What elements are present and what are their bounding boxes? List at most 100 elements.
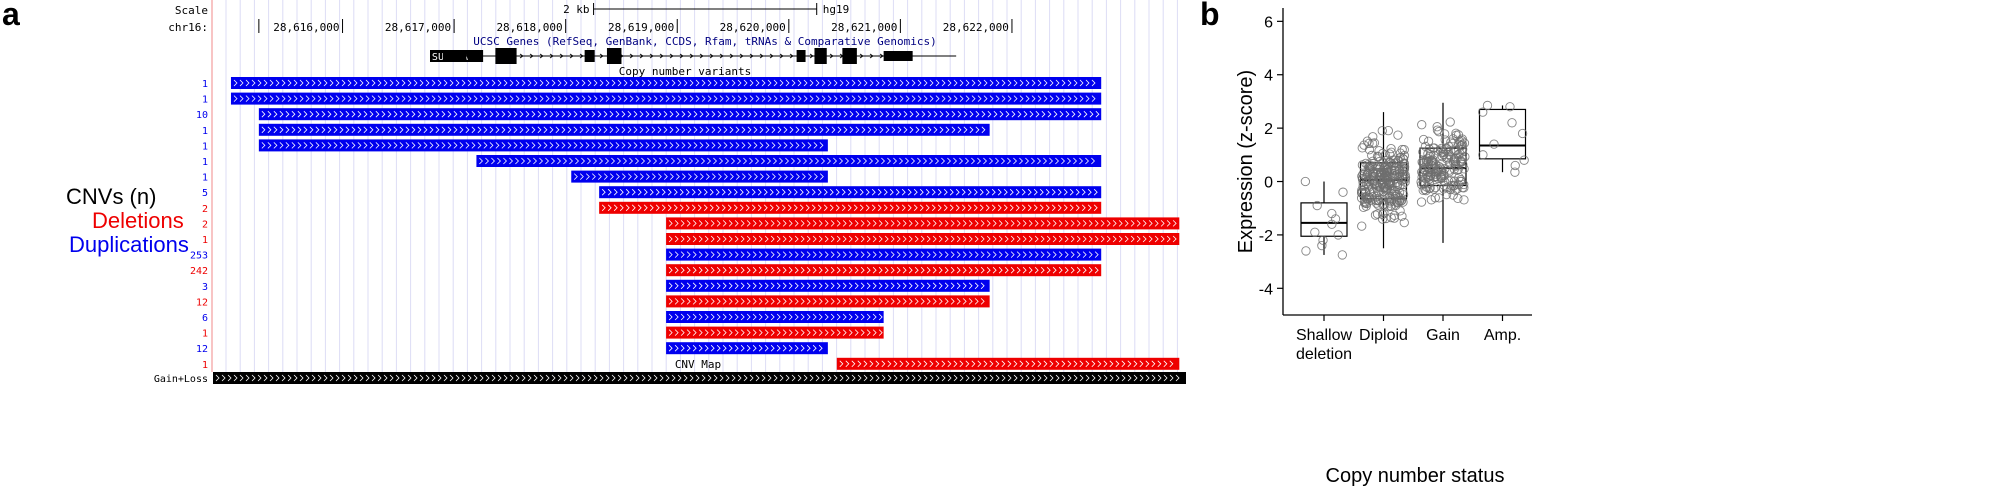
gene-strand-arrow [579,53,584,59]
data-point [1373,162,1383,172]
cnv-count-label: 253 [190,251,208,262]
data-point [1383,179,1394,189]
data-point [1510,167,1520,177]
data-point [1367,177,1378,187]
cnv-count-label: 2 [202,204,208,215]
cnv-count-label: 3 [202,282,208,293]
data-point [1459,195,1469,205]
gene-strand-arrow [649,53,654,59]
x-axis-label: Copy number status [1326,465,1505,487]
cnv-count-label: 1 [202,173,208,184]
gene-strand-arrow [759,53,764,59]
gene-strand-arrow [779,53,784,59]
cnv-bar [258,139,828,152]
data-point [1446,176,1456,186]
data-point [1418,185,1428,196]
cnv-bar [666,233,1180,245]
data-point [1364,145,1375,155]
boxplot-panel: -4 -2 0 2 4 6 Expression (z-score) Shallow delet… [1235,8,1532,487]
data-point [1370,210,1381,220]
position-label: 28,620,000 [720,21,786,34]
gain-loss-arrows [215,374,1180,382]
data-point [1517,128,1528,139]
position-label: 28,618,000 [496,21,562,34]
cnv-count-label: 12 [196,297,208,308]
cnv-bar [599,186,1102,199]
data-point [1310,227,1320,237]
data-point [1451,145,1461,156]
cnv-strand-arrows [668,251,1099,258]
data-point [1378,180,1389,190]
data-point [1374,146,1384,156]
gene-strand-arrow [879,53,884,59]
data-point [1386,143,1396,154]
gene-strand-arrow [519,53,524,59]
data-point [1399,217,1409,228]
data-point [1301,246,1311,256]
data-point [1337,250,1347,260]
gene-exon [814,48,827,64]
cnv-strand-arrows [233,95,1096,102]
legend-cnvs: CNVs (n) [66,184,157,209]
panel-a-letter: a [2,0,20,32]
cnv-strand-arrows [668,266,1099,274]
data-point [1379,168,1389,178]
y-tick-label: 0 [1264,175,1273,192]
gene-strand-arrow [559,53,564,59]
cnv-bar [666,217,1180,230]
data-point [1364,138,1374,149]
y-tick-label: 4 [1264,68,1273,85]
data-point [1420,184,1430,195]
gene-strand-arrow [729,53,734,59]
gene-strand-arrow [569,53,574,59]
data-point [1359,197,1370,208]
data-point [1362,169,1372,179]
gene-strand-arrow [709,53,714,59]
data-point [1333,230,1343,240]
data-point [1386,212,1396,223]
data-point [1434,127,1444,137]
gene-exon [883,51,913,61]
y-axis-label: Expression (z-score) [1235,70,1257,253]
data-point [1373,152,1383,162]
data-point [1373,200,1383,210]
cnv-bar [571,170,828,183]
data-point [1398,180,1408,190]
y-tick-label: 6 [1264,14,1273,31]
data-point [1400,177,1410,187]
cnv-count-label: 2 [202,219,208,230]
cnv-strand-arrows [261,110,1100,118]
gene-strand-arrow [669,53,674,59]
cnv-count-label: 1 [202,126,208,137]
box [1478,108,1527,160]
data-point [1400,174,1410,184]
legend-deletions: Deletions [92,208,184,233]
data-point [1445,117,1455,127]
cnv-bar [666,264,1102,277]
data-point [1389,213,1399,223]
data-point [1417,120,1427,130]
x-tick-label: Gain [1426,327,1460,344]
gene-exon [842,48,857,64]
gene-strand-arrow [869,53,874,59]
cnv-strand-arrows [261,142,824,149]
data-point [1377,126,1387,136]
data-point [1327,208,1337,219]
data-point [1489,139,1499,149]
cnv-strand-arrows [233,79,1096,87]
cnv-bar [258,123,990,136]
data-point [1478,107,1488,117]
gene-strand-arrow [749,53,754,59]
cnv-bar [230,77,1102,89]
gene-strand-arrow [599,53,604,59]
data-point [1357,221,1367,231]
data-point [1386,201,1397,212]
cnv-bar [258,108,1102,121]
gene-exon [442,52,467,60]
gene-strand-arrow [769,53,774,59]
data-point [1430,182,1441,193]
cnv-strand-arrows [668,329,883,336]
data-point [1432,125,1443,135]
data-point [1388,160,1399,170]
cnv-strand-arrows [573,173,824,180]
